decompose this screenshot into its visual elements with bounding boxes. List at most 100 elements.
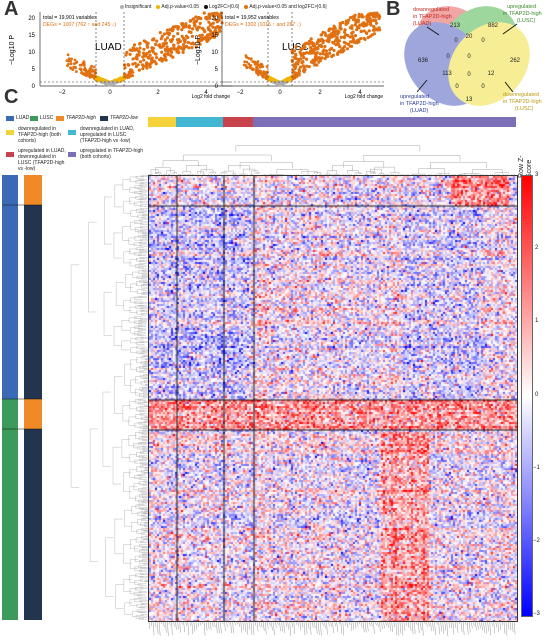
volcano-point	[151, 48, 155, 52]
volcano-point	[350, 40, 354, 44]
volcano-point	[341, 21, 345, 25]
volcano-point	[148, 50, 152, 54]
heatmap-matrix	[148, 175, 518, 622]
volcano-point	[137, 49, 141, 53]
volcano-point	[256, 63, 260, 67]
volcano-point	[164, 49, 168, 53]
volcano-point	[197, 25, 201, 29]
colorbar-tick-2: 2	[535, 245, 539, 251]
volcano-point	[344, 41, 348, 45]
volcano-point	[245, 60, 249, 64]
legend-luad: LUAD	[6, 115, 29, 121]
volcano-point	[362, 36, 366, 41]
volcano-point	[294, 52, 298, 56]
volcano-point	[317, 39, 321, 43]
volcano-point	[297, 58, 301, 62]
volcano-point	[327, 34, 331, 38]
volcano-point	[326, 54, 330, 59]
volcano-point	[130, 48, 134, 53]
volcano-point	[190, 46, 194, 50]
volcano-point	[194, 19, 198, 23]
venn-count: 113	[442, 71, 452, 77]
volcano-point	[339, 27, 343, 31]
volcano-legend-item: Insignificant	[120, 3, 151, 11]
venn-count: 636	[418, 58, 429, 64]
venn-count: 0	[481, 84, 485, 90]
volcano-point	[131, 62, 135, 66]
volcano-point	[216, 32, 220, 36]
volcano-point	[376, 13, 380, 17]
venn-label-yellow-3: (LUSC)	[515, 106, 534, 112]
volcano-point	[333, 30, 337, 35]
volcano-point	[184, 44, 189, 49]
volcano-point	[312, 51, 316, 55]
volcano-point	[132, 43, 137, 47]
volcano-point	[114, 78, 117, 81]
volcano-point	[300, 61, 304, 65]
volcano-point	[67, 62, 70, 66]
row-ann-high-1	[24, 175, 42, 205]
volcano-point	[319, 44, 323, 48]
volcano-point	[138, 46, 142, 50]
volcano-point	[315, 51, 319, 55]
volcano-point	[180, 23, 185, 27]
volcano-point	[266, 70, 269, 74]
volcano-point	[191, 27, 195, 31]
venn-count: 0	[467, 54, 471, 60]
volcano-point	[124, 53, 128, 57]
venn-count: 0	[467, 72, 471, 78]
legend-cat3: upregulated in LUAD, downregulated in LU…	[6, 148, 70, 172]
col-cat1	[148, 117, 176, 127]
volcano-point	[170, 37, 175, 42]
colorbar-tick-0: 0	[535, 392, 539, 398]
column-dendrogram	[148, 145, 515, 175]
luad-total: total = 19,901 variables	[43, 15, 97, 21]
volcano-point	[249, 57, 253, 61]
volcano-point	[134, 64, 138, 69]
volcano-point	[166, 52, 170, 57]
venn-count: 213	[450, 23, 461, 29]
volcano-point	[184, 25, 188, 29]
volcano-point	[69, 66, 72, 69]
volcano-point	[314, 53, 318, 57]
volcano-point	[92, 75, 95, 79]
volcano-point	[98, 80, 101, 83]
volcano-point	[320, 56, 324, 60]
volcano-point	[137, 68, 141, 72]
volcano-point	[189, 42, 193, 46]
volcano-point	[369, 19, 373, 23]
colorbar-tick-m1: −1	[533, 465, 540, 471]
volcano-point	[186, 40, 190, 45]
colorbar-tick-m2: −2	[533, 538, 540, 544]
volcano-point	[195, 28, 199, 32]
volcano-point	[200, 26, 205, 30]
volcano-point	[323, 52, 327, 57]
volcano-point	[123, 72, 127, 76]
venn-count: 12	[488, 71, 495, 77]
volcano-point	[215, 20, 219, 24]
volcano-point	[155, 39, 159, 43]
volcano-point	[281, 82, 285, 85]
volcano-point	[130, 68, 134, 73]
volcano-point	[343, 45, 347, 49]
luad-label: LUAD	[95, 42, 122, 53]
volcano-point	[192, 21, 196, 25]
volcano-point	[301, 53, 305, 57]
volcano-point	[366, 19, 370, 23]
volcano-point	[284, 82, 287, 85]
volcano-point	[160, 34, 164, 38]
volcano-point	[194, 45, 198, 49]
volcano-point	[94, 71, 97, 75]
venn-count: 0	[446, 54, 450, 60]
volcano-point	[302, 43, 306, 47]
volcano-point	[66, 53, 70, 57]
venn-label-blue-3: (LUAD)	[410, 108, 429, 114]
volcano-point	[204, 35, 208, 39]
volcano-point	[120, 79, 123, 83]
volcano-point	[173, 25, 178, 29]
volcano-point	[83, 72, 87, 76]
volcano-point	[187, 30, 191, 34]
volcano-point	[274, 78, 277, 81]
volcano-point	[284, 79, 287, 82]
volcano-legend-item: Adj.p-value<0.05	[156, 3, 199, 11]
